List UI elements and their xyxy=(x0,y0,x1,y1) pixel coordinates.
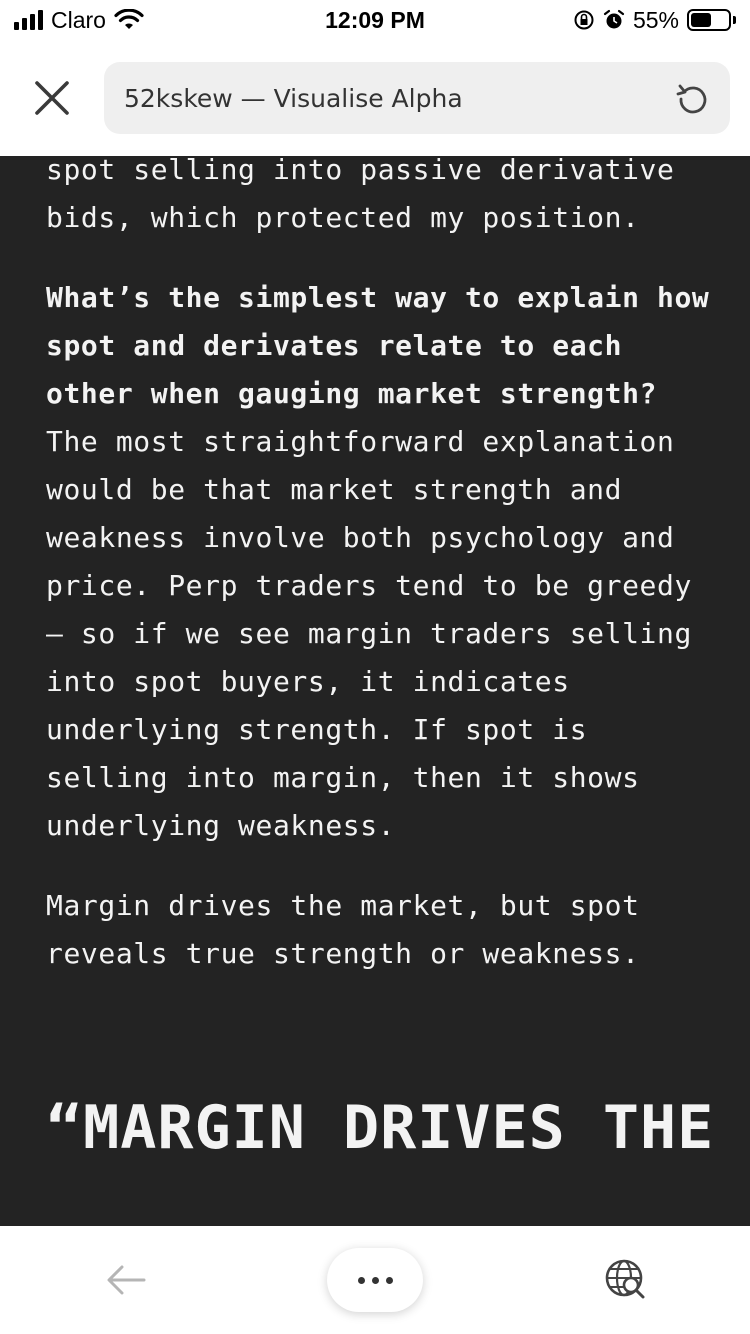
carrier-label: Claro xyxy=(51,6,106,33)
paragraph-intro: spot selling into passive derivative bid… xyxy=(46,156,675,234)
signal-icon xyxy=(14,10,43,30)
article-body: spot selling into passive derivative bid… xyxy=(46,156,716,1168)
paragraph-summary: Margin drives the market, but spot revea… xyxy=(46,889,640,970)
close-button[interactable] xyxy=(28,74,76,122)
pull-quote: “MARGIN DRIVES THE xyxy=(46,1093,715,1163)
status-right: 55% xyxy=(573,7,736,34)
article-viewport[interactable]: spot selling into passive derivative bid… xyxy=(0,156,750,1226)
more-dots-icon xyxy=(357,1276,365,1284)
battery-fill xyxy=(691,13,711,27)
globe-search-icon xyxy=(605,1259,645,1299)
paragraph-answer: The most straightforward explanation wou… xyxy=(46,425,692,842)
battery-percent: 55% xyxy=(632,6,679,33)
close-icon xyxy=(35,81,69,115)
question-heading: What’s the simplest way to explain how s… xyxy=(46,281,710,410)
battery-icon xyxy=(687,9,736,31)
orientation-lock-icon xyxy=(574,10,594,30)
status-left: Claro xyxy=(14,7,144,34)
alarm-icon xyxy=(603,9,625,29)
url-bar[interactable]: 52kskew — Visualise Alpha xyxy=(104,62,730,134)
back-button[interactable] xyxy=(104,1260,148,1300)
back-arrow-icon xyxy=(107,1265,146,1295)
reload-icon xyxy=(676,84,707,114)
browser-header: 52kskew — Visualise Alpha xyxy=(0,40,750,156)
wifi-icon xyxy=(114,9,144,29)
bottom-toolbar xyxy=(0,1226,750,1334)
more-button[interactable] xyxy=(327,1248,423,1312)
status-bar: Claro 12:09 PM 55% xyxy=(0,0,750,40)
url-title: 52kskew — Visualise Alpha xyxy=(124,83,463,113)
globe-button[interactable] xyxy=(602,1256,648,1302)
reload-button[interactable] xyxy=(676,82,710,116)
